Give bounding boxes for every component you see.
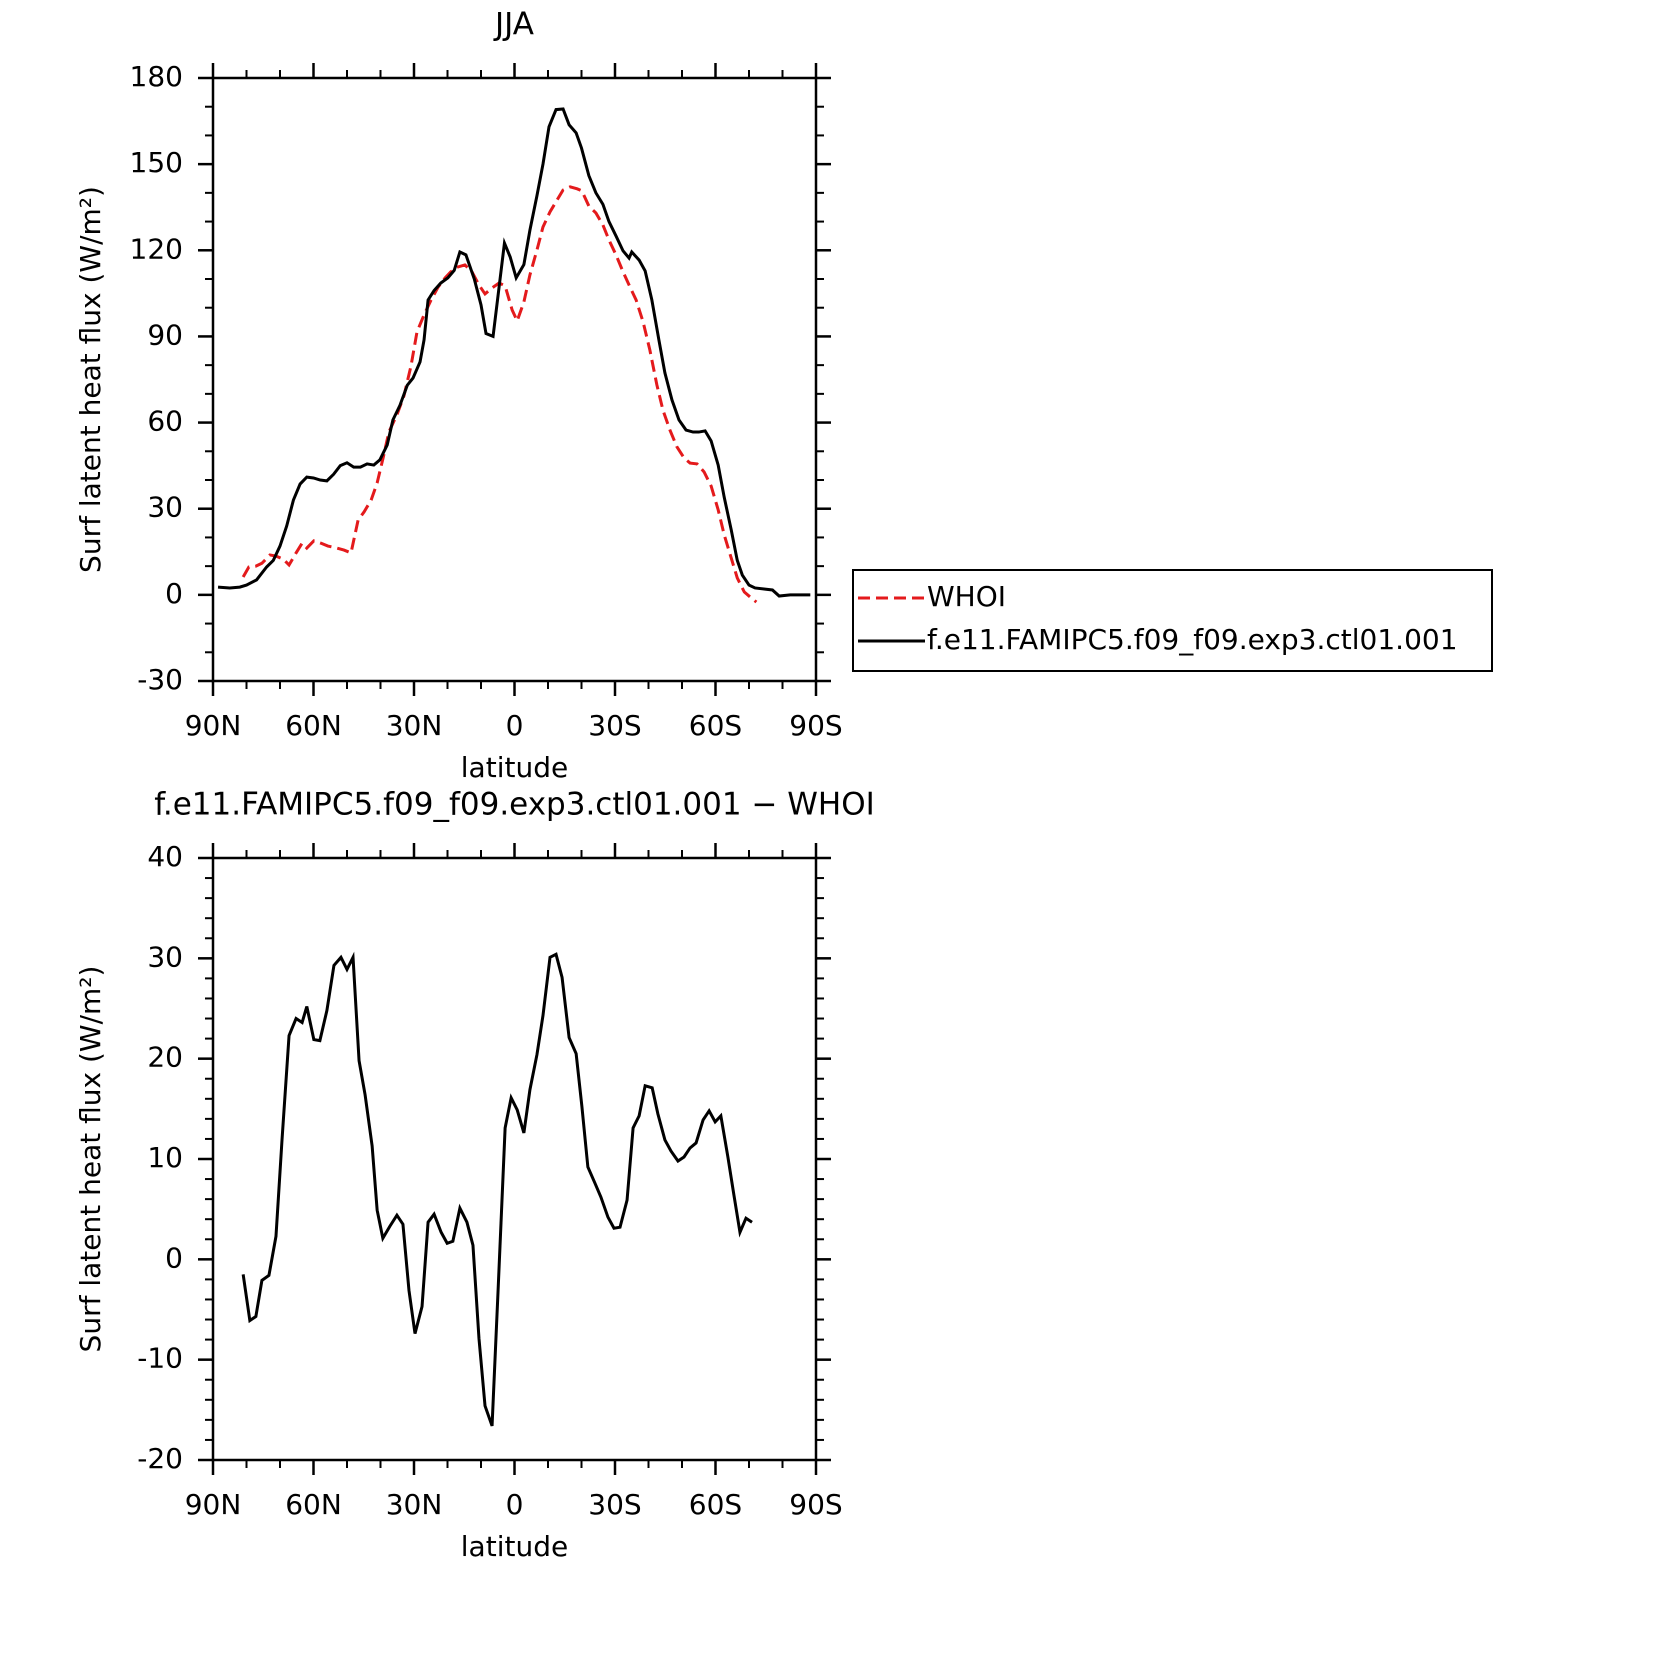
y-tick-label: 180 bbox=[130, 60, 183, 93]
x-tick-label: 60N bbox=[285, 1488, 342, 1521]
y-axis-label: Surf latent heat flux (W/m²) bbox=[74, 966, 107, 1353]
y-tick-label: 30 bbox=[147, 940, 183, 973]
y-tick-label: 40 bbox=[147, 840, 183, 873]
plot-frame bbox=[211, 76, 818, 683]
chart-title: f.e11.FAMIPC5.f09_f09.exp3.ctl01.001 − W… bbox=[154, 787, 875, 823]
x-tick-label: 90N bbox=[185, 1488, 242, 1521]
y-tick-label: 0 bbox=[165, 1241, 183, 1274]
x-tick-label: 30N bbox=[386, 1488, 443, 1521]
y-tick-label: 60 bbox=[147, 405, 183, 438]
series-line bbox=[217, 107, 811, 598]
legend-box bbox=[852, 569, 1493, 672]
y-tick-label: 120 bbox=[130, 232, 183, 265]
y-tick-label: -20 bbox=[137, 1442, 183, 1475]
y-tick-label: -10 bbox=[137, 1342, 183, 1375]
y-tick-label: -30 bbox=[137, 663, 183, 696]
x-tick-label: 60S bbox=[689, 1488, 742, 1521]
x-tick-label: 30S bbox=[588, 709, 641, 742]
y-tick-label: 20 bbox=[147, 1041, 183, 1074]
x-tick-label: 90N bbox=[185, 709, 242, 742]
x-tick-label: 90S bbox=[789, 709, 842, 742]
x-tick-label: 30N bbox=[386, 709, 443, 742]
legend-label: WHOI bbox=[927, 580, 1006, 613]
series-line bbox=[241, 951, 753, 1427]
x-axis-label: latitude bbox=[461, 751, 568, 784]
series-line bbox=[241, 185, 758, 604]
y-axis-label: Surf latent heat flux (W/m²) bbox=[74, 186, 107, 573]
chart-title: JJA bbox=[493, 7, 534, 43]
y-tick-label: 0 bbox=[165, 577, 183, 610]
x-tick-label: 30S bbox=[588, 1488, 641, 1521]
y-tick-label: 90 bbox=[147, 318, 183, 351]
x-tick-label: 60S bbox=[689, 709, 742, 742]
legend-label: f.e11.FAMIPC5.f09_f09.exp3.ctl01.001 bbox=[927, 623, 1458, 656]
y-tick-label: 30 bbox=[147, 491, 183, 524]
x-tick-label: 0 bbox=[506, 709, 524, 742]
x-tick-label: 60N bbox=[285, 709, 342, 742]
x-tick-label: 0 bbox=[506, 1488, 524, 1521]
x-tick-label: 90S bbox=[789, 1488, 842, 1521]
plot-frame bbox=[211, 856, 818, 1462]
y-tick-label: 10 bbox=[147, 1141, 183, 1174]
y-tick-label: 150 bbox=[130, 146, 183, 179]
x-axis-label: latitude bbox=[461, 1530, 568, 1563]
